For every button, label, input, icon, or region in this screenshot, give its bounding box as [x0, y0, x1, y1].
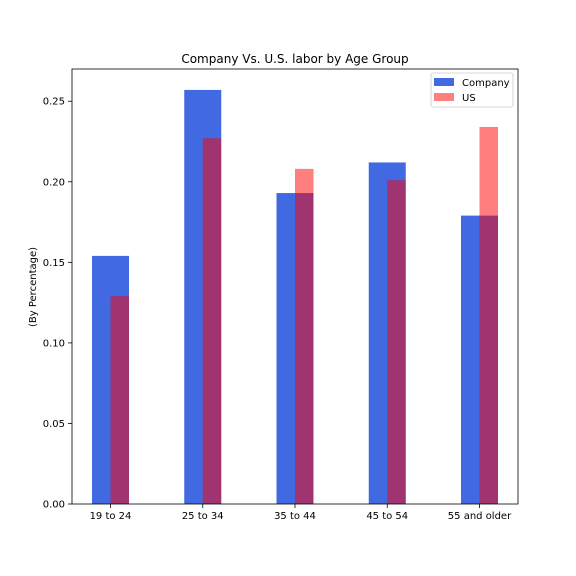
plot-frame — [71, 68, 519, 505]
y-tick-label-2: 0.10 — [43, 338, 65, 349]
y-tick-label-5: 0.25 — [43, 97, 65, 108]
x-tick-label-0: 19 to 24 — [90, 511, 132, 522]
y-tick-label-4: 0.20 — [43, 177, 65, 188]
legend-swatch-0 — [434, 78, 454, 86]
legend-label-0: Company — [462, 78, 510, 89]
legend: Company US — [430, 72, 514, 108]
x-tick-label-4: 55 and older — [448, 511, 512, 522]
y-tick-label-1: 0.05 — [43, 419, 65, 430]
y-tick-label-0: 0.00 — [43, 500, 65, 511]
bar-us-2 — [295, 168, 314, 504]
legend-swatch-1 — [434, 93, 454, 101]
legend-label-1: US — [462, 93, 476, 104]
bar-us-0 — [110, 296, 129, 504]
bar-us-3 — [387, 180, 406, 504]
x-tick-label-2: 35 to 44 — [274, 511, 316, 522]
plot-area: 19 to 24 25 to 34 35 to 44 45 to 54 55 and o… — [43, 68, 519, 522]
bar-us-4 — [479, 127, 498, 504]
y-axis-label: (By Percentage) — [28, 247, 39, 327]
x-tick-label-3: 45 to 54 — [366, 511, 408, 522]
chart-title: Company Vs. U.S. labor by Age Group — [181, 52, 408, 66]
bar-us-1 — [202, 138, 222, 504]
x-tick-label-1: 25 to 34 — [182, 511, 224, 522]
y-tick-label-3: 0.15 — [43, 258, 65, 269]
